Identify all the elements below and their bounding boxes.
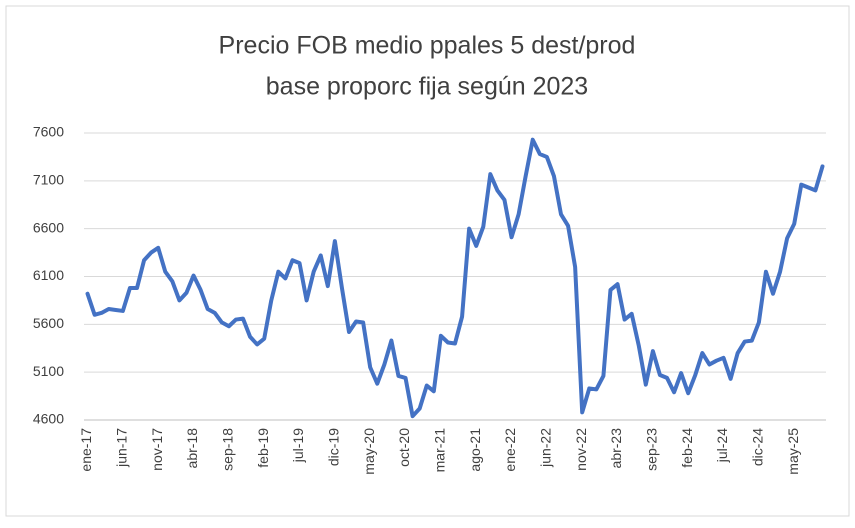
x-tick-label: mar-21 bbox=[432, 428, 448, 473]
data-line bbox=[85, 137, 825, 419]
x-tick-label: may-25 bbox=[785, 428, 801, 475]
y-tick-label: 6100 bbox=[33, 267, 64, 283]
y-tick-label: 4600 bbox=[33, 411, 64, 427]
x-tick-label: jun-22 bbox=[538, 428, 554, 468]
x-tick-label: may-20 bbox=[361, 428, 377, 475]
y-tick-label: 5100 bbox=[33, 363, 64, 379]
x-tick-label: jul-19 bbox=[290, 428, 306, 463]
x-tick-label: ago-21 bbox=[467, 428, 483, 472]
chart-title: Precio FOB medio ppales 5 dest/prod bbox=[219, 32, 636, 60]
y-tick-label: 7100 bbox=[33, 172, 64, 188]
x-tick-label: abr-23 bbox=[608, 428, 624, 469]
x-tick-label: feb-24 bbox=[679, 428, 695, 468]
x-tick-label: ene-22 bbox=[502, 428, 518, 472]
x-tick-label: dic-19 bbox=[326, 428, 342, 466]
x-tick-label: sep-23 bbox=[644, 428, 660, 471]
y-tick-label: 7600 bbox=[33, 124, 64, 140]
x-tick-label: sep-18 bbox=[220, 428, 236, 471]
x-tick-label: feb-19 bbox=[255, 428, 271, 468]
x-tick-label: nov-22 bbox=[573, 428, 589, 471]
x-tick-label: abr-18 bbox=[184, 428, 200, 469]
chart-title: base proporc fija según 2023 bbox=[266, 73, 588, 101]
x-tick-label: jul-24 bbox=[714, 428, 730, 463]
x-tick-label: dic-24 bbox=[750, 428, 766, 466]
x-tick-label: nov-17 bbox=[149, 428, 165, 471]
y-tick-label: 6600 bbox=[33, 219, 64, 235]
x-tick-label: oct-20 bbox=[396, 428, 412, 467]
x-tick-label: jun-17 bbox=[114, 428, 130, 468]
chart-border bbox=[5, 5, 850, 517]
y-tick-label: 5600 bbox=[33, 315, 64, 331]
x-tick-label: ene-17 bbox=[78, 428, 94, 472]
